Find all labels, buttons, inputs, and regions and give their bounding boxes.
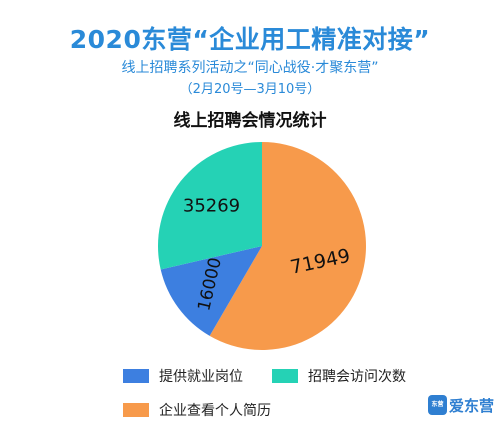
logo-text: 爱东营 (448, 396, 494, 415)
pie-slice-visits (157, 142, 262, 270)
legend-swatch-visits (272, 369, 298, 383)
legend-item-resumes: 企业查看个人简历 (123, 400, 271, 420)
legend-item-jobs: 提供就业岗位 (123, 366, 243, 386)
pie-slice-jobs (160, 246, 262, 336)
date-range: （2月20号—3月10号） (179, 82, 321, 97)
legend-item-visits: 招聘会访问次数 (272, 366, 406, 386)
page-subtitle: 线上招聘系列活动之“同心战役·才聚东营” (121, 60, 379, 76)
legend-label-resumes: 企业查看个人简历 (159, 403, 271, 419)
data-label-visits: 35269 (183, 195, 240, 216)
logo-icon: 东营 (428, 395, 447, 415)
pie-slice-resumes (209, 142, 366, 350)
page-title: 2020东营“企业用工精准对接” (69, 25, 431, 54)
legend-swatch-resumes (123, 403, 149, 417)
legend-label-jobs: 提供就业岗位 (159, 369, 243, 385)
brand-logo: 东营 爱东营 (428, 390, 494, 420)
legend-label-visits: 招聘会访问次数 (308, 369, 406, 385)
chart-title: 线上招聘会情况统计 (173, 111, 327, 131)
legend-swatch-jobs (123, 369, 149, 383)
